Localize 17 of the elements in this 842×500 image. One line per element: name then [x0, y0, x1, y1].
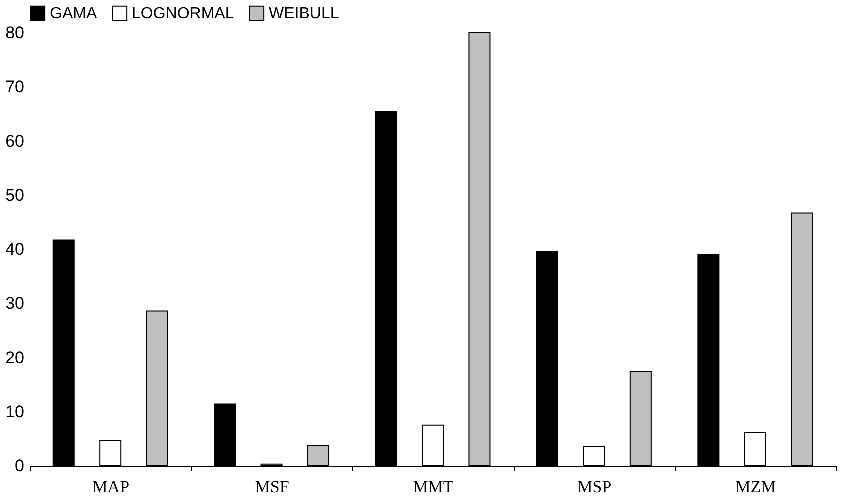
y-tick-label: 30	[6, 294, 24, 314]
legend-label: LOGNORMAL	[132, 5, 234, 22]
x-tick-label: MSF	[255, 478, 290, 496]
legend-label: WEIBULL	[269, 5, 340, 22]
y-tick-label: 60	[6, 132, 24, 151]
legend-label: GAMA	[50, 5, 98, 22]
y-tick-label: 70	[6, 78, 24, 97]
y-tick-label: 20	[6, 348, 24, 368]
y-tick-label: 10	[6, 402, 24, 422]
x-tick-label: MAP	[92, 478, 130, 496]
x-tick-label: MZM	[736, 478, 776, 496]
x-tick-label: MMT	[413, 478, 454, 496]
y-tick-label: 40	[6, 240, 24, 259]
x-tick-label: MSP	[578, 478, 612, 496]
y-tick-label: 0	[15, 456, 24, 476]
y-tick-label: 50	[6, 186, 24, 205]
y-tick-label: 80	[6, 24, 24, 42]
